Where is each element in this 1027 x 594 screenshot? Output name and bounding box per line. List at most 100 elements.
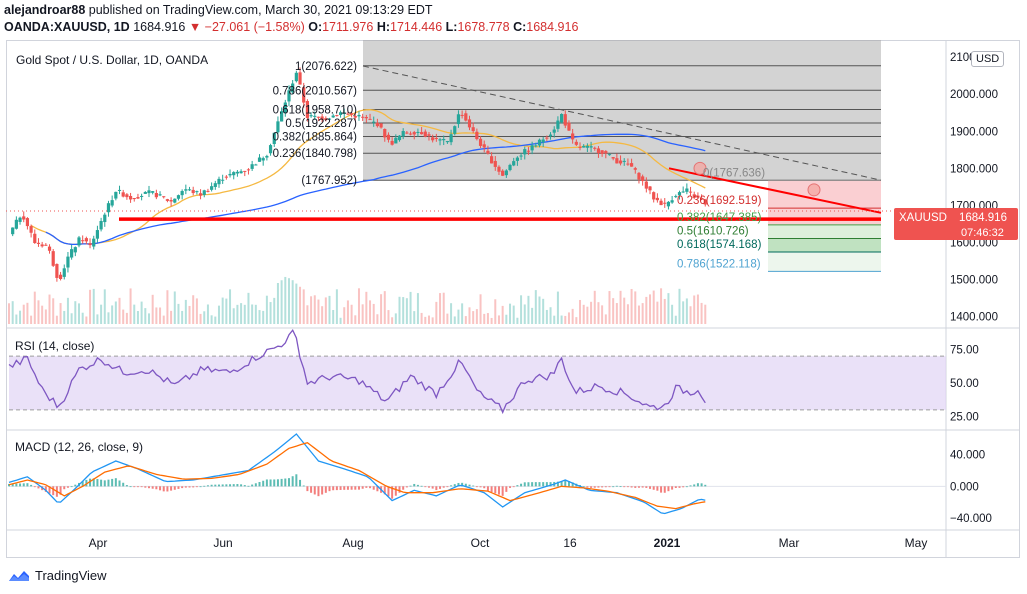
price-tick: 2000.000	[950, 89, 998, 101]
volume-bar	[446, 313, 449, 324]
candle-body	[423, 131, 427, 137]
volume-bar	[199, 313, 202, 324]
volume-bar	[509, 303, 512, 324]
volume-bar	[641, 303, 644, 324]
macd-hist-bar	[472, 485, 475, 487]
red-trendline	[668, 167, 882, 214]
time-tick: Mar	[779, 536, 800, 550]
macd-hist-bar	[221, 484, 224, 487]
volume-bar	[361, 304, 364, 324]
volume-bar	[634, 291, 637, 324]
candle-body	[99, 220, 103, 230]
macd-hist-bar	[37, 486, 40, 489]
volume-bar	[700, 302, 703, 324]
macd-hist-bar	[243, 485, 246, 487]
price-tick: 1900.000	[950, 126, 998, 138]
candle-body	[475, 131, 479, 140]
last-price-label: XAUUSD	[899, 212, 947, 224]
candle-body	[25, 218, 30, 227]
rsi-panel[interactable]: 75.00 50.00 25.00	[8, 328, 979, 424]
macd-hist-bar	[217, 484, 220, 487]
candle-body	[14, 219, 18, 229]
macd-hist-bar	[431, 486, 434, 489]
candle-body	[198, 193, 203, 196]
candle-body	[228, 173, 232, 176]
candle-body	[453, 126, 457, 134]
macd-hist-bar	[354, 486, 357, 490]
candle-body	[11, 227, 15, 235]
macd-hist-bar	[22, 483, 25, 487]
volume-bar	[453, 316, 456, 324]
candle-body	[143, 191, 147, 194]
macd-hist-bar	[505, 486, 508, 492]
candle-body	[66, 256, 70, 268]
macd-hist-bar	[30, 484, 33, 487]
currency-button[interactable]: USD	[971, 51, 1005, 67]
macd-hist-bar	[133, 486, 136, 488]
candle-body	[471, 127, 475, 132]
macd-hist-bar	[184, 486, 187, 488]
candle-body	[158, 194, 162, 196]
fib-lower-label: 0(1767.636)	[703, 167, 765, 179]
volume-bar	[232, 308, 235, 324]
candle-body	[327, 118, 332, 120]
volume-bar	[262, 310, 265, 324]
chart-frame[interactable]: 1(2076.622) 0.786(2010.567) 0.618(1958.710…	[6, 40, 1020, 558]
volume-bar	[516, 317, 519, 324]
volume-bar	[567, 312, 570, 324]
volume-bar	[660, 288, 663, 324]
volume-bar	[413, 311, 416, 324]
candle-body	[346, 113, 350, 115]
fib-upper-zone[interactable]	[363, 40, 881, 181]
volume-bar	[431, 317, 434, 324]
candle-body	[364, 117, 368, 119]
macd-hist-bar	[619, 486, 622, 488]
macd-hist-bar	[689, 485, 692, 487]
footer[interactable]: TradingView	[8, 568, 107, 583]
macd-hist-bar	[645, 486, 648, 488]
fib-lower-zone[interactable]	[768, 179, 881, 272]
price-axis[interactable]: 2100.0002000.0001900.0001800.0001700.000…	[950, 52, 998, 323]
candle-body	[556, 120, 560, 129]
volume-bar	[678, 288, 681, 324]
last-price-badge[interactable]: XAUUSD 1684.916 07:46:32	[894, 208, 1018, 240]
candle-body	[681, 191, 685, 193]
volume-bar	[531, 307, 534, 324]
candle-body	[191, 189, 195, 194]
chart-svg[interactable]: 1(2076.622) 0.786(2010.567) 0.618(1958.710…	[6, 40, 1020, 558]
macd-panel[interactable]: 40.000 0.000 −40.000	[8, 433, 992, 525]
macd-hist-bar	[321, 486, 324, 495]
volume-bar	[630, 288, 633, 324]
volume-bar	[346, 300, 349, 324]
publisher-name[interactable]: alejandroar88	[4, 3, 86, 17]
time-axis[interactable]: Apr Jun Aug Oct 16 2021 Mar May	[89, 536, 928, 550]
macd-hist-bar	[523, 482, 526, 487]
volume-bar	[479, 294, 482, 324]
trend-drawings[interactable]	[6, 65, 894, 221]
volume-bar	[490, 317, 493, 324]
volume-bar	[254, 304, 257, 324]
macd-hist-bar	[461, 482, 464, 487]
candle-body	[688, 191, 693, 193]
macd-hist-bar	[287, 478, 290, 487]
candle-body	[674, 196, 678, 198]
candle-body	[195, 191, 199, 193]
macd-hist-bar	[660, 486, 663, 493]
candle-body	[375, 122, 379, 127]
candle-body	[512, 161, 516, 166]
volume-bar	[520, 295, 523, 324]
macd-hist-bar	[111, 478, 114, 487]
volume-bar	[280, 280, 283, 324]
candle-body	[427, 134, 431, 136]
volume-bar	[37, 300, 40, 324]
candle-body	[611, 157, 615, 159]
macd-hist-bar	[306, 486, 309, 492]
candle-body	[541, 139, 545, 143]
macd-hist-bar	[70, 486, 73, 488]
volume-bar	[103, 289, 106, 324]
candle-body	[534, 145, 538, 147]
macd-hist-bar	[81, 481, 84, 487]
fib-upper-label: 0.236(1840.798)	[273, 148, 358, 160]
macd-hist-bar	[608, 486, 611, 488]
candle-body	[62, 268, 66, 277]
